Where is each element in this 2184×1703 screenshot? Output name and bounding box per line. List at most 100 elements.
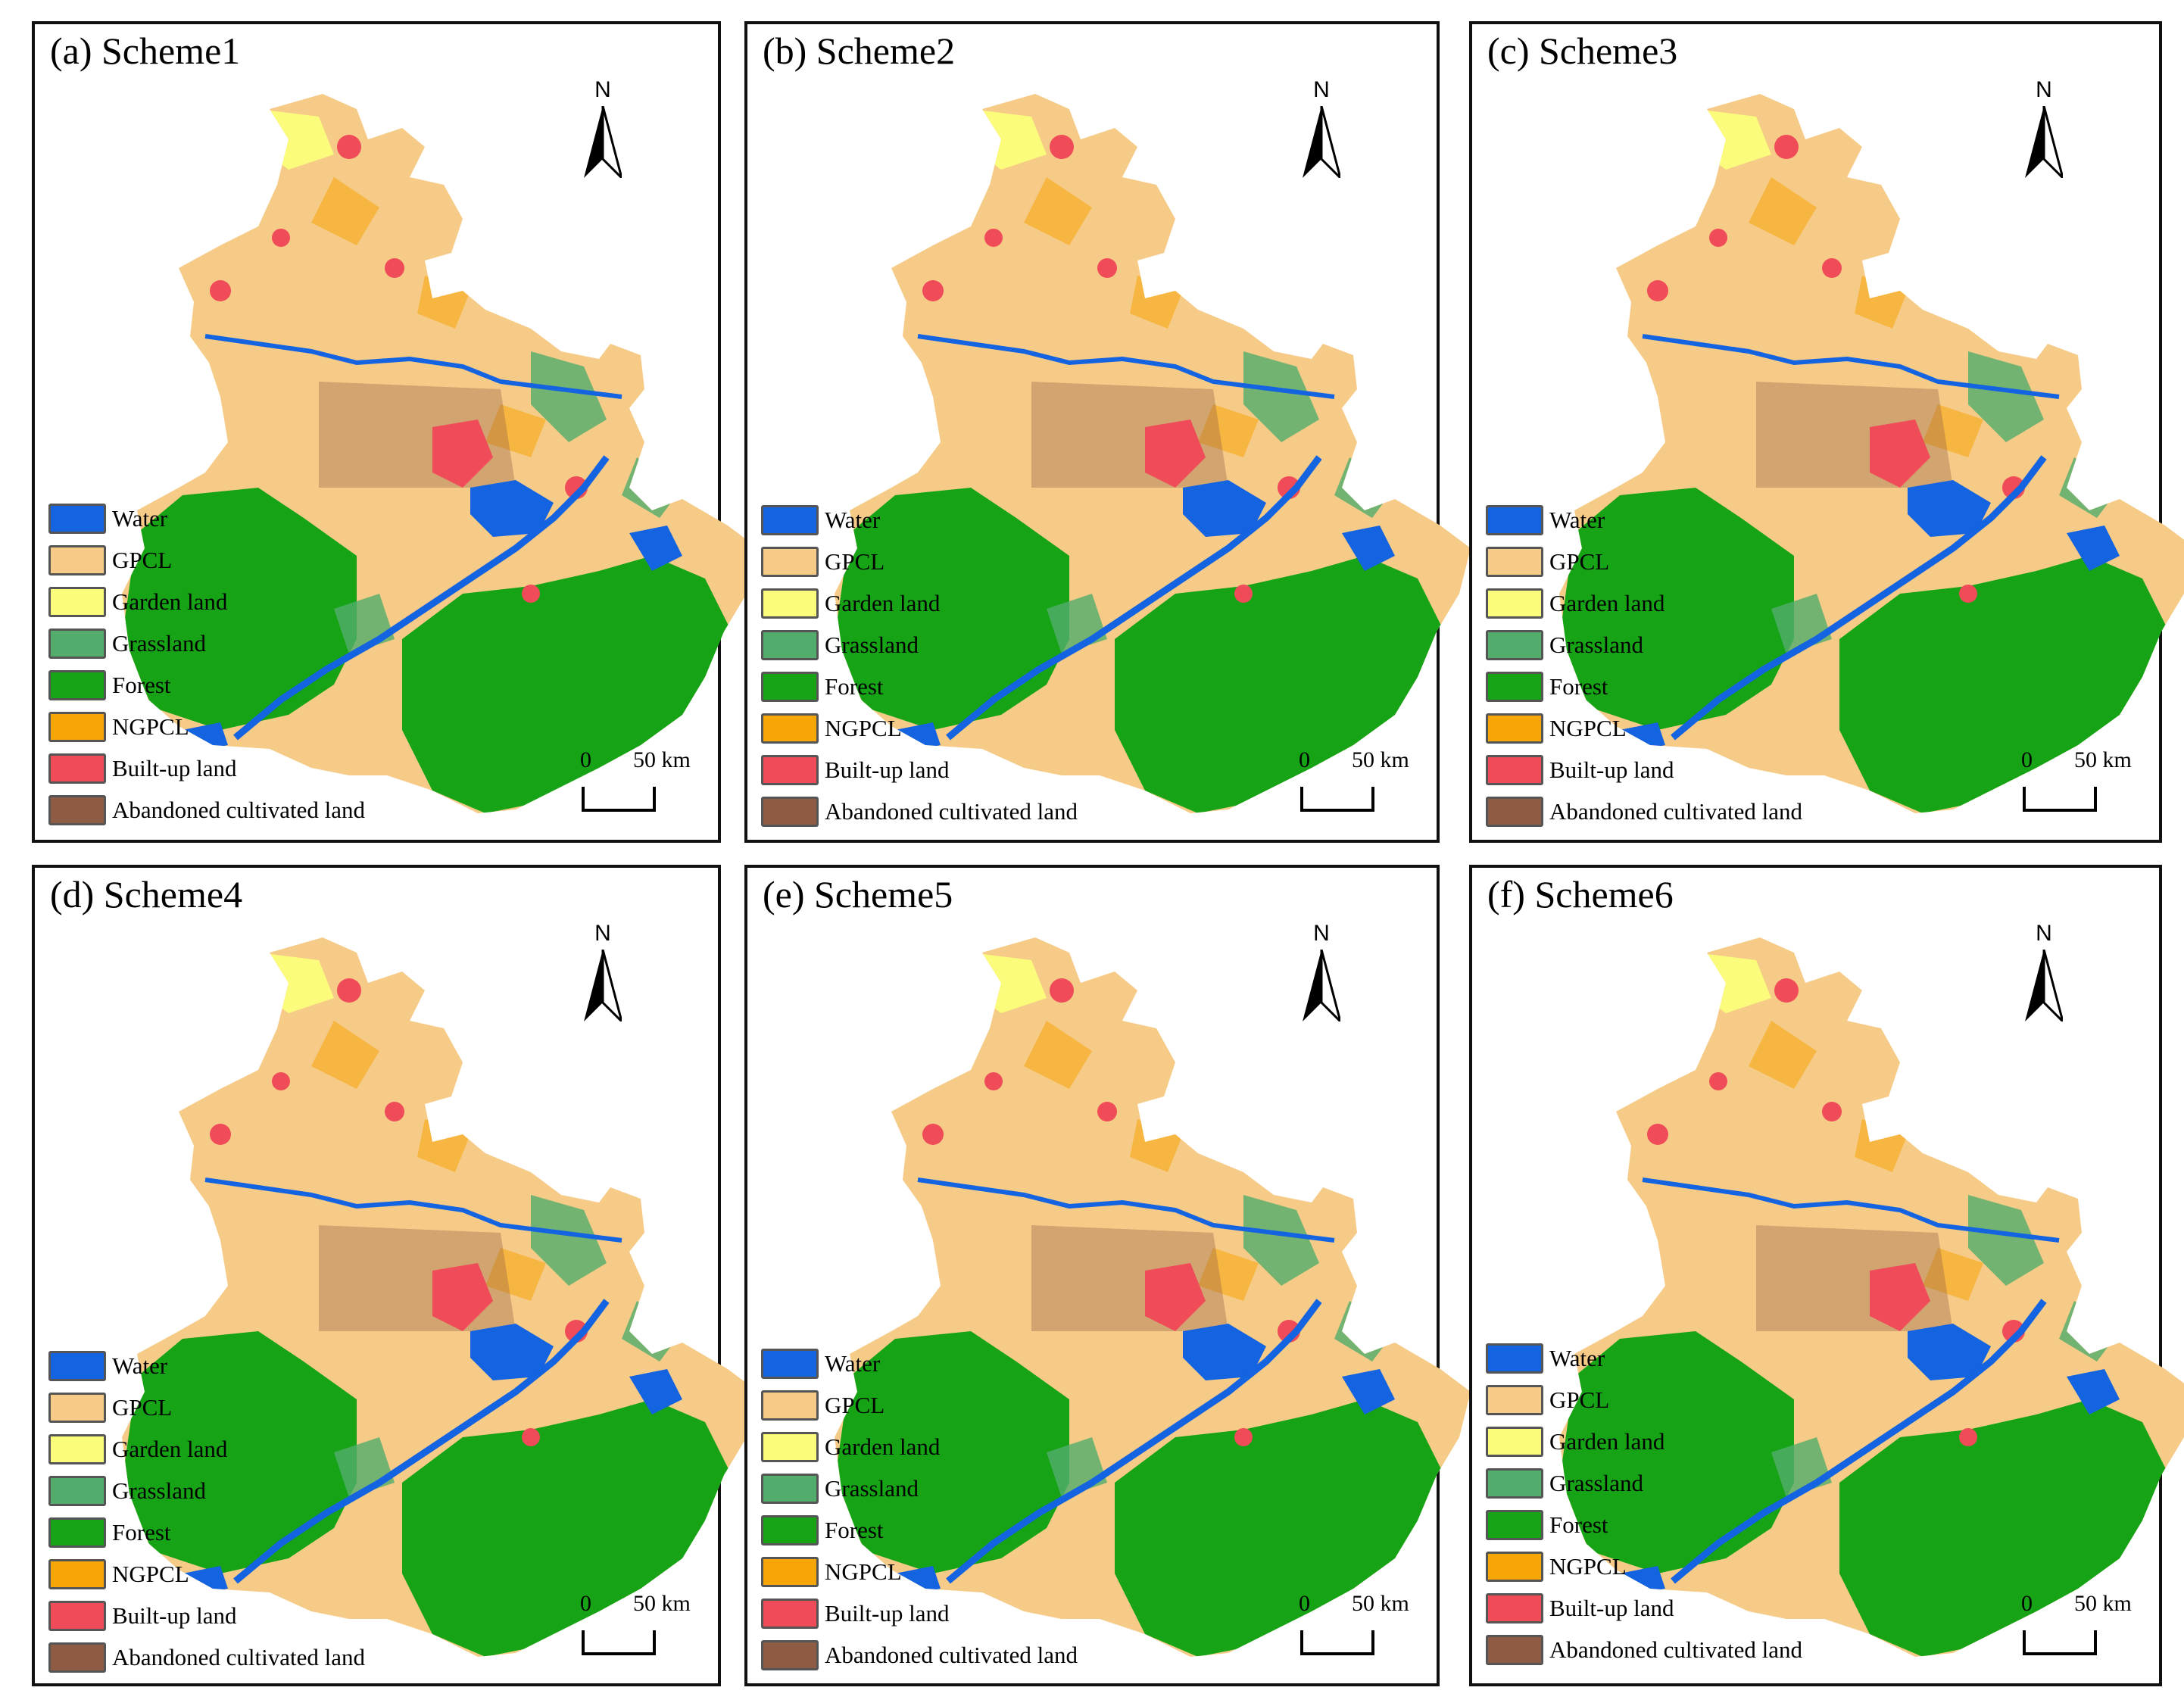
legend-item: Abandoned cultivated land xyxy=(1486,791,1802,832)
legend-label: Abandoned cultivated land xyxy=(825,1641,1078,1668)
legend-item: Garden land xyxy=(761,582,1078,624)
legend-label: NGPCL xyxy=(825,714,902,741)
legend-swatch xyxy=(48,1600,106,1631)
legend-item: Forest xyxy=(1486,1504,1802,1545)
builtup-hefei xyxy=(432,420,493,488)
legend-swatch xyxy=(48,586,106,617)
grassland-patches xyxy=(1047,1195,1395,1498)
builtup-city xyxy=(272,229,290,247)
legend-label: Garden land xyxy=(112,1435,228,1462)
builtup-city xyxy=(385,1102,404,1121)
lake-chaohu xyxy=(470,1324,554,1380)
legend-swatch xyxy=(1486,713,1543,744)
legend-label: Built-up land xyxy=(1549,756,1674,783)
scale-bar: 0 50 km xyxy=(1299,1591,1435,1659)
legend-item: Forest xyxy=(761,1509,1078,1551)
north-label: N xyxy=(1313,77,1330,102)
legend-swatch xyxy=(48,753,106,784)
north-label: N xyxy=(594,921,611,946)
builtup-city xyxy=(1822,258,1842,278)
legend-item: Water xyxy=(48,497,365,539)
scale-bar: 0 50 km xyxy=(2021,747,2157,816)
huai-river xyxy=(1642,1177,2060,1243)
north-arrow: N xyxy=(573,921,633,1027)
builtup-city xyxy=(1647,280,1668,301)
legend-item: Abandoned cultivated land xyxy=(48,1636,365,1678)
legend-label: Forest xyxy=(825,1516,884,1543)
legend-item: GPCL xyxy=(48,1386,365,1428)
legend-swatch xyxy=(1486,1426,1543,1457)
forest-west xyxy=(835,1331,1069,1574)
scale-label-distance: 50 km xyxy=(1352,747,1409,772)
builtup-city xyxy=(1234,585,1253,603)
legend-item: Grassland xyxy=(48,1470,365,1511)
grassland-patches xyxy=(334,351,682,654)
yangtze-river xyxy=(946,1299,1322,1584)
legend-item: GPCL xyxy=(1486,1379,1802,1421)
scale-bar: 0 50 km xyxy=(580,747,716,816)
builtup-city xyxy=(385,258,404,278)
legend-label: Built-up land xyxy=(825,1599,950,1627)
legend-swatch xyxy=(761,588,819,619)
scale-label-distance: 50 km xyxy=(2074,1591,2132,1616)
abandoned-patches xyxy=(1031,1225,1228,1331)
builtup-city xyxy=(522,1428,540,1446)
yangtze-river xyxy=(1671,1299,2047,1584)
north-arrow: N xyxy=(2014,77,2074,183)
legend-item: Built-up land xyxy=(761,1592,1078,1634)
land-use-map xyxy=(835,94,1471,813)
scale-label-zero: 0 xyxy=(580,1591,591,1616)
legend-swatch xyxy=(761,1431,819,1462)
legend-item: Abandoned cultivated land xyxy=(761,791,1078,832)
forest-west xyxy=(1559,1331,1794,1574)
builtup-city xyxy=(1647,1124,1668,1145)
legend-label: Grassland xyxy=(112,1477,206,1504)
legend-label: GPCL xyxy=(825,547,885,575)
legend-swatch xyxy=(1486,504,1543,535)
legend-swatch xyxy=(761,796,819,827)
legend-item: Abandoned cultivated land xyxy=(1486,1629,1802,1670)
legend-swatch xyxy=(761,1514,819,1545)
grassland-patches xyxy=(1771,351,2120,654)
yangtze-river xyxy=(233,1299,610,1584)
legend-label: Garden land xyxy=(112,588,228,615)
legend-swatch xyxy=(1486,754,1543,785)
legend-label: Garden land xyxy=(1549,1427,1665,1455)
legend-item: Built-up land xyxy=(761,749,1078,791)
legend-label: GPCL xyxy=(1549,547,1610,575)
builtup-city xyxy=(1959,585,1977,603)
legend-swatch xyxy=(1486,1634,1543,1665)
builtup-hefei xyxy=(1870,1263,1930,1331)
panel-title: (c) Scheme3 xyxy=(1487,30,1678,72)
land-use-map xyxy=(1559,937,2184,1657)
legend-label: GPCL xyxy=(112,546,173,573)
legend-swatch xyxy=(48,503,106,534)
legend-item: GPCL xyxy=(1486,541,1802,582)
builtup-city xyxy=(1822,1102,1842,1121)
legend-swatch xyxy=(1486,1384,1543,1415)
legend-swatch xyxy=(48,669,106,700)
builtup-city xyxy=(984,1072,1003,1090)
legend-item: Grassland xyxy=(761,1468,1078,1509)
legend-label: Garden land xyxy=(825,1433,941,1460)
legend-item: Forest xyxy=(761,666,1078,707)
legend-item: Built-up land xyxy=(48,747,365,789)
legend-label: Water xyxy=(1549,506,1605,533)
legend-label: Forest xyxy=(112,1518,171,1545)
ngpcl-patches xyxy=(1024,177,1259,457)
huai-river xyxy=(204,334,622,399)
lake-chaohu xyxy=(1183,1324,1266,1380)
builtup-hefei xyxy=(432,1263,493,1331)
land-use-map xyxy=(1559,94,2184,813)
builtup-city xyxy=(337,978,361,1003)
legend-swatch xyxy=(48,711,106,742)
legend-label: Built-up land xyxy=(112,1602,237,1629)
forest-west xyxy=(1559,488,1794,730)
builtup-city xyxy=(922,280,944,301)
legend-label: Water xyxy=(112,504,168,532)
north-arrow: N xyxy=(573,77,633,183)
legend-item: Grassland xyxy=(1486,1462,1802,1504)
yangtze-river xyxy=(233,455,610,741)
builtup-city xyxy=(984,229,1003,247)
legend-swatch xyxy=(761,1473,819,1504)
